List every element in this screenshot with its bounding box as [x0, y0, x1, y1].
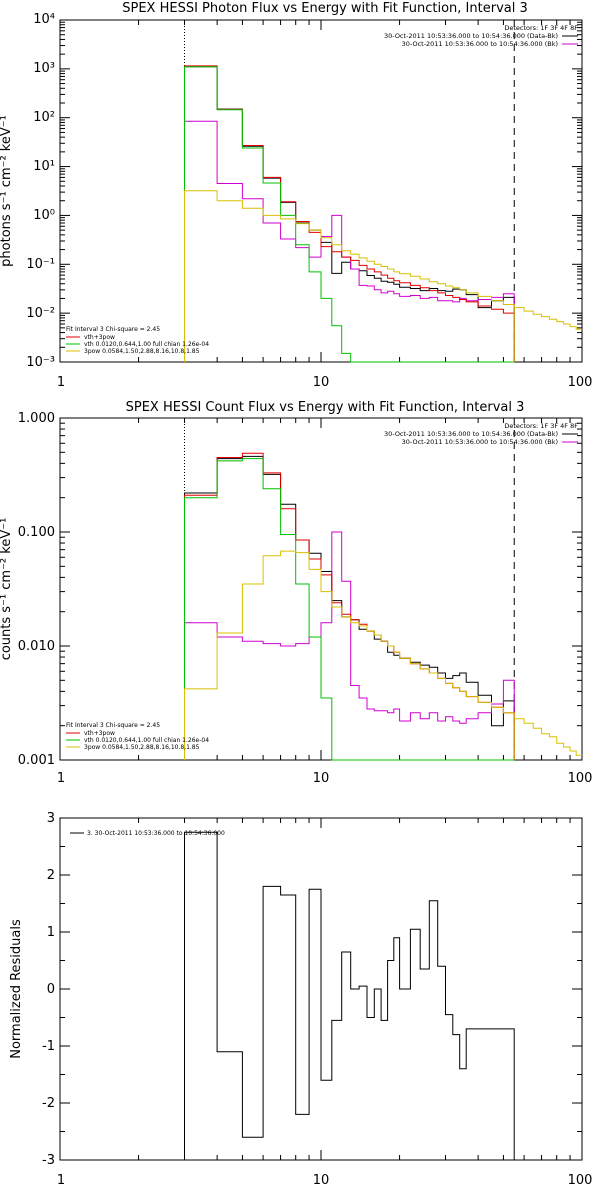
- count-series-3pow: [184, 550, 515, 760]
- count-y-axis-label: counts s⁻¹ cm⁻² keV⁻¹: [0, 518, 14, 661]
- residuals-y-tick-label: 1: [47, 925, 55, 940]
- count-series-3pow-extension: [514, 718, 582, 756]
- residuals-y-tick-label: 0: [47, 982, 55, 997]
- photon-legend-data-bk-label: 30-Oct-2011 10:53:36.000 to 10:54:36.000…: [384, 32, 558, 40]
- photon-y-tick-label: 10²: [33, 110, 55, 125]
- residuals-x-tick-label: 100: [568, 1173, 593, 1188]
- residuals-x-tick-label: 1: [57, 1173, 65, 1188]
- photon-series-bk: [184, 120, 515, 362]
- residuals-y-tick-label: -2: [42, 1096, 55, 1111]
- count-series-fit-total: [184, 452, 515, 760]
- photon-legend-fit-header: Fit Interval 3 Chi-square = 2.45: [66, 326, 160, 333]
- residuals-series-residuals: [184, 831, 515, 1160]
- count-series-group: [184, 418, 582, 761]
- count-series-vth: [184, 458, 515, 761]
- residuals-y-tick-label: 2: [47, 868, 55, 883]
- count-y-tick-label: 0.100: [18, 525, 55, 540]
- photon-series-group: [184, 20, 582, 363]
- residuals-legend: 3. 30-Oct-2011 10:53:36.000 to 10:54:36.…: [70, 830, 225, 837]
- photon-x-tick-label: 100: [568, 375, 593, 390]
- count-y-tick-label: 1.000: [18, 411, 55, 426]
- photon-legend-vth-label: vth 0.0120,0.644,1.00 full chian 1.26e-0…: [84, 341, 209, 348]
- residuals-series-group: [184, 831, 515, 1160]
- residuals-y-tick-label: -1: [42, 1039, 55, 1054]
- photon-y-tick-label: 10⁻³: [26, 355, 55, 370]
- photon-y-tick-label: 10⁻²: [26, 306, 55, 321]
- count-chart-title: SPEX HESSI Count Flux vs Energy with Fit…: [126, 400, 525, 415]
- photon-x-tick-label: 1: [57, 375, 65, 390]
- photon-chart-title: SPEX HESSI Photon Flux vs Energy with Fi…: [122, 1, 528, 16]
- count-legend-fit-header: Fit Interval 3 Chi-square = 2.45: [66, 722, 160, 729]
- photon-y-tick-label: 10³: [33, 61, 55, 76]
- residuals-x-tick-label: 10: [313, 1173, 330, 1188]
- photon-legend-bk-label: 30-Oct-2011 10:53:36.000 to 10:54:36.000…: [402, 40, 558, 48]
- photon-y-tick-label: 10⁻¹: [26, 257, 55, 272]
- count-x-tick-label: 100: [568, 771, 593, 786]
- residuals-panel: Normalized Residuals 1 10 100 -3 -2 -1 0…: [9, 811, 592, 1188]
- count-legend-data-bk-label: 30-Oct-2011 10:53:36.000 to 10:54:36.000…: [384, 430, 558, 438]
- photon-y-tick-label: 10⁴: [33, 12, 55, 27]
- count-legend-bottomleft: Fit Interval 3 Chi-square = 2.45 vth+3po…: [66, 722, 209, 751]
- count-panel: SPEX HESSI Count Flux vs Energy with Fit…: [0, 400, 592, 786]
- photon-legend-3pow-label: 3pow 0.0584,1.50,2.88,8.16,10.8,1.85: [84, 348, 200, 355]
- count-legend-topright: Detectors: 1F 3F 4F 8F 30-Oct-2011 10:53…: [384, 422, 578, 446]
- residuals-ticks: [59, 817, 582, 1161]
- count-x-tick-label: 10: [313, 771, 330, 786]
- photon-panel: SPEX HESSI Photon Flux vs Energy with Fi…: [0, 1, 592, 390]
- photon-series-data-bk: [184, 66, 515, 362]
- count-y-tick-label: 0.001: [18, 753, 55, 768]
- count-series-data-bk: [184, 455, 515, 760]
- photon-y-tick-label: 10⁰: [33, 208, 55, 223]
- count-x-tick-label: 1: [57, 771, 65, 786]
- count-legend-vth-label: vth 0.0120,0.644,1.00 full chian 1.26e-0…: [84, 737, 209, 744]
- photon-y-tick-label: 10¹: [33, 159, 55, 174]
- photon-x-tick-label: 10: [313, 375, 330, 390]
- count-legend-bk-label: 30-Oct-2011 10:53:36.000 to 10:54:36.000…: [402, 438, 558, 446]
- photon-y-axis-label: photons s⁻¹ cm⁻² keV⁻¹: [0, 115, 14, 267]
- photon-series-3pow: [184, 190, 515, 362]
- photon-legend-detectors: Detectors: 1F 3F 4F 8F: [504, 24, 578, 32]
- photon-legend-topright: Detectors: 1F 3F 4F 8F 30-Oct-2011 10:53…: [384, 24, 578, 48]
- count-y-tick-label: 0.010: [18, 639, 55, 654]
- count-series-bk: [184, 531, 515, 760]
- residuals-y-tick-label: -3: [42, 1153, 55, 1168]
- residuals-y-axis-label: Normalized Residuals: [9, 919, 24, 1059]
- count-legend-fit-label: vth+3pow: [84, 730, 115, 737]
- count-legend-detectors: Detectors: 1F 3F 4F 8F: [504, 422, 578, 430]
- count-legend-3pow-label: 3pow 0.0584,1.50,2.88,8.16,10.8,1.85: [84, 744, 200, 751]
- photon-series-vth: [184, 66, 515, 363]
- photon-series-3pow-extension: [514, 307, 582, 330]
- photon-legend-fit-label: vth+3pow: [84, 334, 115, 341]
- photon-legend-bottomleft: Fit Interval 3 Chi-square = 2.45 vth+3po…: [66, 326, 209, 355]
- photon-series-fit-total: [184, 65, 515, 362]
- residuals-legend-label: 3. 30-Oct-2011 10:53:36.000 to 10:54:36.…: [87, 830, 225, 837]
- residuals-y-tick-label: 3: [47, 811, 55, 826]
- photon-ticks: [59, 19, 582, 363]
